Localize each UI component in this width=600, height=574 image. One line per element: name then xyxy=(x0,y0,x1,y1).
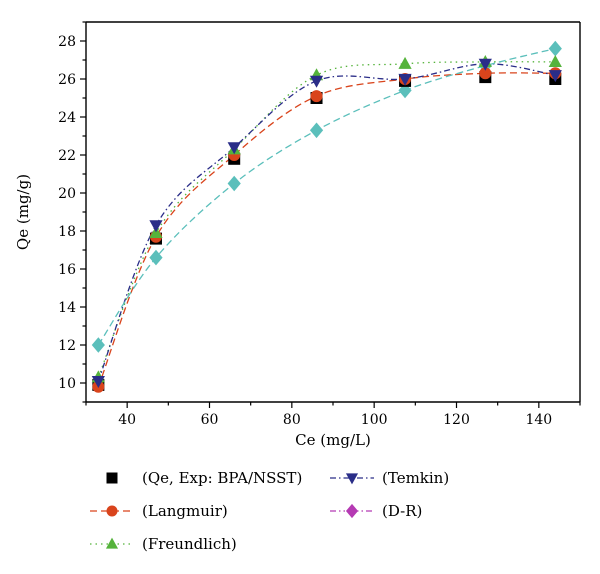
data-point-3-3 xyxy=(309,75,324,88)
data-point-5-3 xyxy=(309,122,324,139)
legend-marker xyxy=(105,537,119,549)
y-tick-label: 28 xyxy=(58,34,76,50)
legend-label: (Qe, Exp: BPA/NSST) xyxy=(142,469,302,487)
curves-layer xyxy=(97,47,556,388)
data-point-5-6 xyxy=(548,40,562,57)
data-point-3-4 xyxy=(398,73,412,86)
x-tick-label: 140 xyxy=(525,412,552,428)
series-curve-2 xyxy=(97,61,556,378)
data-point-5-0 xyxy=(91,337,105,353)
legend-marker xyxy=(345,473,359,485)
legend-item: (Qe, Exp: BPA/NSST) xyxy=(106,469,302,487)
y-tick-label: 22 xyxy=(58,148,76,164)
y-tick-label: 20 xyxy=(58,186,76,202)
series-curve-1 xyxy=(97,72,556,388)
axes-layer: 40 60 80 100 120 140 10 12 14 16 18 20 22 24 26 28 xyxy=(58,21,581,428)
data-point-3-0 xyxy=(91,376,105,388)
x-axis-title: Ce (mg/L) xyxy=(295,431,371,449)
legend-marker xyxy=(345,503,359,519)
data-point-3-2 xyxy=(227,142,241,155)
legend-label: (Temkin) xyxy=(382,469,449,487)
y-tick-label: 18 xyxy=(58,224,76,240)
legend-item: (Langmuir) xyxy=(90,502,228,520)
data-point-1-5 xyxy=(479,67,492,80)
y-tick-label: 26 xyxy=(58,72,76,88)
legend-item: (Temkin) xyxy=(330,469,449,487)
y-tick-label: 24 xyxy=(58,110,76,126)
x-tick-label: 80 xyxy=(283,412,301,428)
data-point-3-6 xyxy=(548,70,562,83)
y-tick-label: 12 xyxy=(58,338,76,354)
x-tick-label: 100 xyxy=(361,412,388,428)
legend-item: (Freundlich) xyxy=(90,535,237,553)
y-tick-label: 10 xyxy=(58,376,76,392)
x-tick-label: 120 xyxy=(443,412,470,428)
y-tick-label: 14 xyxy=(58,300,76,316)
data-point-1-3 xyxy=(310,90,323,103)
markers-layer xyxy=(91,40,562,393)
data-point-3-5 xyxy=(478,58,492,71)
data-point-5-2 xyxy=(227,175,241,192)
legend-marker xyxy=(106,505,118,517)
legend-label: (Freundlich) xyxy=(142,535,237,553)
series-curve-3 xyxy=(97,63,556,382)
y-axis-title: Qe (mg/g) xyxy=(14,174,32,250)
legend-marker xyxy=(106,472,118,484)
x-tick-label: 40 xyxy=(118,412,136,428)
data-point-2-6 xyxy=(548,55,562,67)
y-tick-label: 16 xyxy=(58,262,76,278)
x-tick-label: 60 xyxy=(201,412,219,428)
data-point-2-4 xyxy=(398,56,412,69)
legend: (Qe, Exp: BPA/NSST) (Langmuir) (Freundlich… xyxy=(90,469,449,553)
data-point-3-1 xyxy=(149,220,163,233)
legend-label: (Langmuir) xyxy=(142,502,228,520)
legend-item: (D-R) xyxy=(330,502,422,520)
series-curve-5 xyxy=(97,47,556,346)
data-point-5-1 xyxy=(149,249,163,266)
legend-label: (D-R) xyxy=(382,502,422,520)
